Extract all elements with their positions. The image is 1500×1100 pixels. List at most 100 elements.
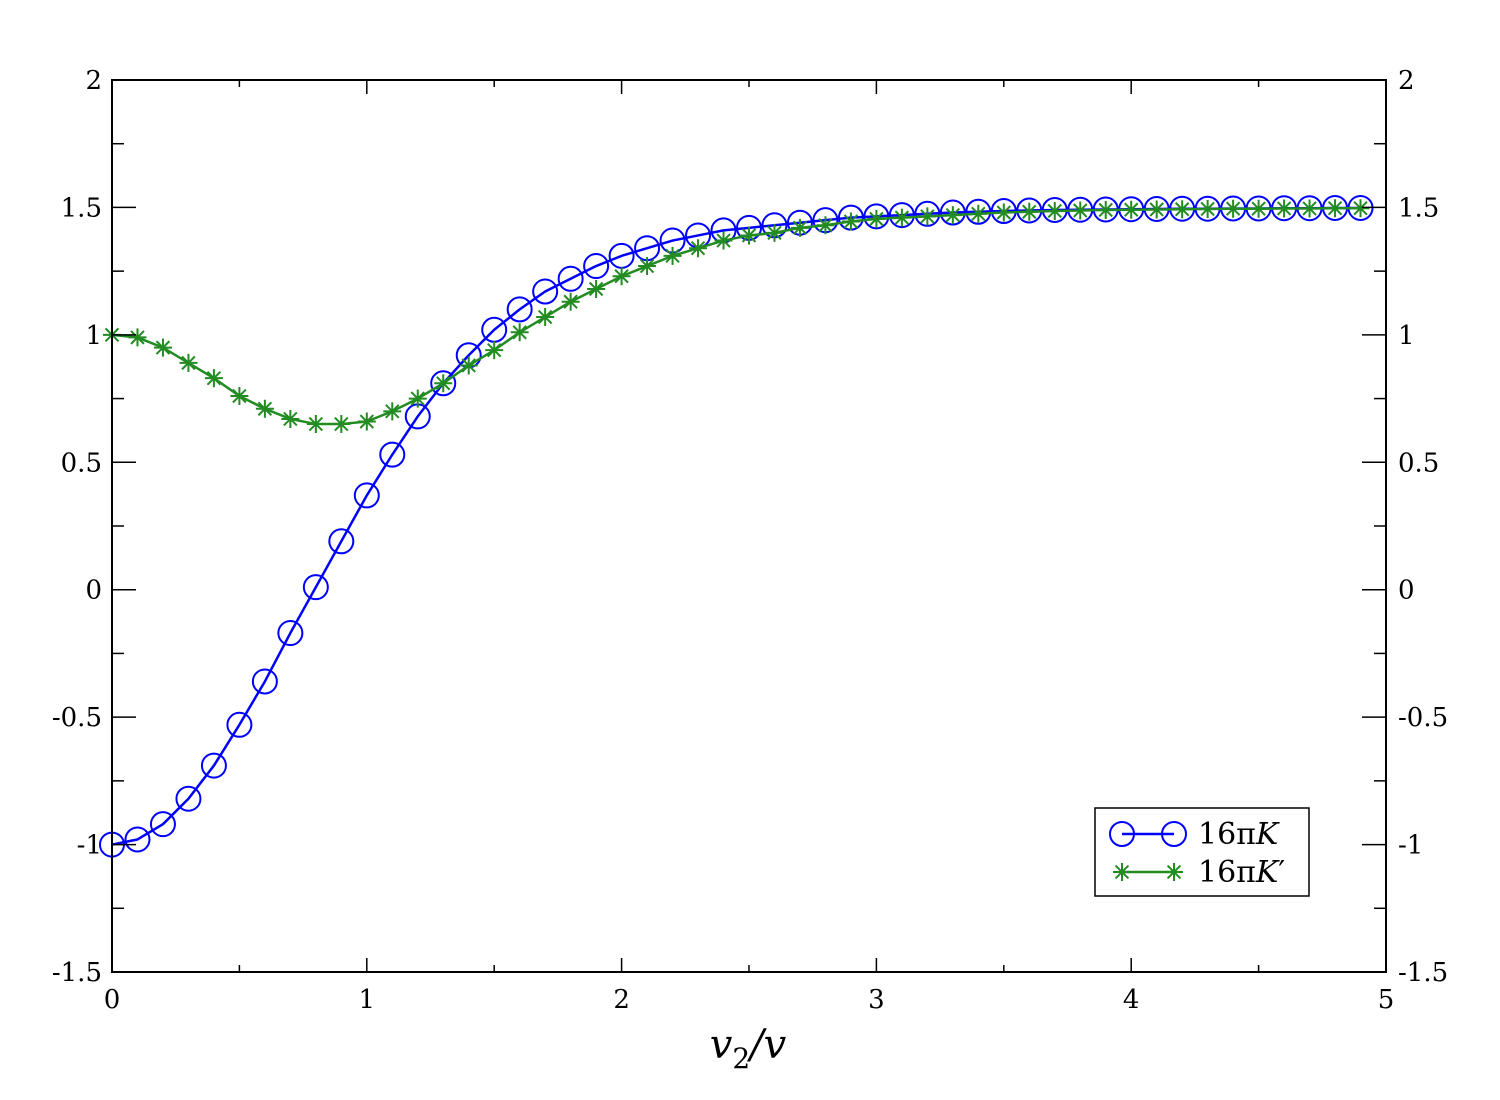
x-tick-label-0: 0	[104, 985, 121, 1015]
series-point-k-32	[914, 200, 941, 227]
series-point-kprime-12	[408, 389, 427, 408]
legend-label-k-prefix: 16π	[1198, 817, 1256, 852]
series-point-k-1	[124, 826, 151, 853]
series-layer	[99, 194, 1374, 858]
series-point-kprime-33	[943, 206, 962, 225]
legend-label-kprime-var: K	[1255, 855, 1280, 890]
legend-label-k: 16πK	[1198, 817, 1280, 852]
x-axis-title-sub: 2	[732, 1042, 750, 1075]
series-point-kprime-32	[918, 207, 937, 226]
series-point-kprime-15	[485, 341, 504, 360]
series-point-kprime-44	[1224, 199, 1243, 218]
x-axis-title-tail: /v	[746, 1022, 786, 1068]
series-point-kprime-9	[332, 415, 351, 434]
series-point-kprime-28	[816, 216, 835, 235]
x-axis-title: v2/v	[710, 1022, 787, 1075]
series-point-kprime-41	[1147, 200, 1166, 219]
x-tick-label-4: 4	[1123, 985, 1140, 1015]
y-tick-label-right-5: 1	[1398, 321, 1415, 351]
series-point-kprime-48	[1326, 199, 1345, 218]
series-point-k-17	[532, 278, 559, 305]
series-point-k-11	[379, 441, 406, 468]
x-tick-label-2: 2	[613, 985, 630, 1015]
series-point-k-18	[557, 265, 584, 292]
series-point-k-5	[226, 711, 253, 738]
series-point-kprime-14	[459, 356, 478, 375]
legend-label-k-var: K	[1255, 817, 1280, 852]
series-point-k-8	[302, 574, 329, 601]
series-point-kprime-23	[689, 239, 708, 258]
y-tick-label-left-3: 0	[85, 576, 102, 606]
series-point-kprime-8	[306, 415, 325, 434]
series-point-kprime-49	[1351, 199, 1370, 218]
series-point-k-16	[506, 296, 533, 323]
series-point-kprime-19	[587, 279, 606, 298]
x-tick-label-1: 1	[359, 985, 376, 1015]
series-point-kprime-35	[994, 203, 1013, 222]
y-tick-label-right-2: -0.5	[1398, 703, 1448, 733]
series-point-k-4	[200, 752, 227, 779]
series-point-kprime-40	[1122, 200, 1141, 219]
series-point-kprime-6	[255, 399, 274, 418]
series-point-k-30	[863, 203, 890, 230]
ticks-layer: 0 1 2 3 4 5-1.5 -1.5-1 -1-0.5 -0.50 00.5 0.51 11.5 1…	[52, 66, 1448, 1015]
series-k	[99, 194, 1374, 858]
series-point-kprime-37	[1045, 201, 1064, 220]
legend-entries	[1109, 821, 1187, 881]
y-tick-label-right-6: 1.5	[1398, 193, 1439, 223]
series-point-kprime-30	[867, 209, 886, 228]
series-point-k-34	[965, 198, 992, 225]
series-point-kprime-22	[663, 246, 682, 265]
y-tick-label-right-0: -1.5	[1398, 958, 1448, 988]
series-point-k-6	[251, 668, 278, 695]
series-point-k-9	[328, 528, 355, 555]
legend-marker-kprime-b	[1165, 863, 1183, 881]
legend-label-kprime-prefix: 16π	[1198, 855, 1256, 890]
legend-box	[1094, 807, 1310, 897]
series-point-kprime-43	[1198, 199, 1217, 218]
series-point-k-19	[583, 253, 610, 280]
legend-marker-k-a	[1109, 821, 1135, 847]
y-tick-label-left-7: 2	[85, 66, 102, 96]
series-kprime	[103, 199, 1370, 434]
legend-label-kprime-prime: ′	[1278, 855, 1285, 890]
series-point-kprime-39	[1096, 200, 1115, 219]
series-point-kprime-45	[1249, 199, 1268, 218]
y-tick-label-right-3: 0	[1398, 576, 1415, 606]
series-point-kprime-25	[740, 226, 758, 245]
legend-label-kprime: 16πK′	[1198, 855, 1285, 890]
y-tick-label-right-7: 2	[1398, 66, 1415, 96]
series-point-kprime-7	[281, 409, 300, 428]
y-tick-label-left-6: 1.5	[61, 193, 102, 223]
series-point-kprime-16	[510, 323, 529, 342]
series-point-kprime-24	[714, 231, 733, 250]
legend: 16πK 16πK′	[1094, 807, 1310, 897]
series-point-kprime-34	[969, 204, 988, 223]
series-point-kprime-36	[1020, 202, 1039, 221]
x-tick-label-5: 5	[1378, 985, 1395, 1015]
series-point-kprime-46	[1275, 199, 1294, 218]
series-point-kprime-3	[179, 353, 198, 372]
series-point-k-33	[939, 199, 966, 226]
series-point-kprime-47	[1300, 199, 1319, 218]
x-axis-title-base: v	[710, 1022, 733, 1068]
series-line-kprime	[111, 206, 1361, 426]
legend-marker-kprime-a	[1113, 863, 1131, 881]
series-point-kprime-5	[230, 387, 249, 406]
series-point-kprime-26	[765, 223, 784, 242]
series-point-kprime-29	[841, 212, 860, 231]
series-point-k-2	[149, 811, 176, 838]
legend-marker-k-b	[1161, 821, 1187, 847]
series-point-kprime-21	[638, 257, 657, 276]
series-line-k	[111, 206, 1361, 846]
series-point-kprime-38	[1071, 201, 1090, 220]
series-point-kprime-4	[204, 369, 223, 388]
y-tick-label-left-4: 0.5	[61, 448, 102, 478]
y-tick-label-left-2: -0.5	[52, 703, 102, 733]
series-point-k-31	[888, 202, 915, 229]
series-point-k-13	[430, 370, 457, 397]
y-tick-label-left-5: 1	[85, 321, 102, 351]
series-point-kprime-31	[892, 208, 911, 227]
series-point-kprime-1	[128, 328, 147, 347]
